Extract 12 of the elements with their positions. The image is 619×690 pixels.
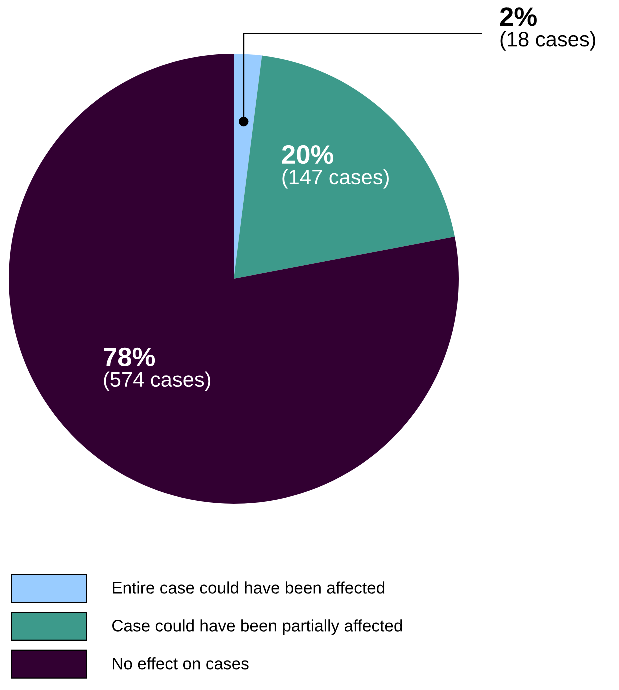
text: (18 cases) [500,32,596,51]
data-label: 2% [500,8,537,26]
pie-slice [9,54,459,504]
text: (574 cases) [104,372,210,392]
text: (147 cases) [282,169,389,189]
pie-slice [234,56,456,279]
data-label: 78% [104,348,156,367]
pie-slice [234,54,262,279]
legend-label: Entire case could have been affected [113,582,385,594]
data-label: 20% [282,145,334,164]
legend-label: No effect on cases [113,658,249,670]
legend-label: Case could have been partially affected [112,620,402,636]
